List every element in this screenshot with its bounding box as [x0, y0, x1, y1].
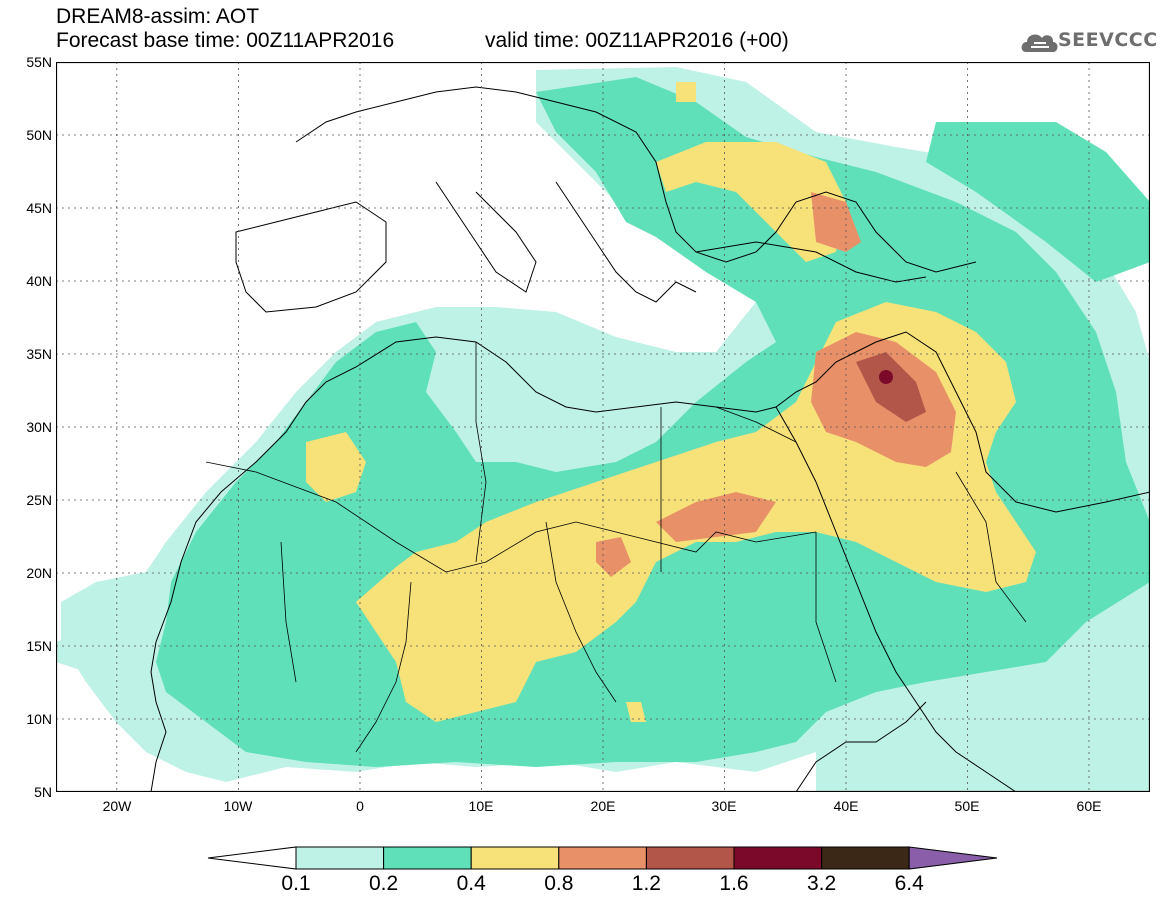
colorbar-swatch — [645, 846, 735, 870]
aot-contour-1.6 — [879, 370, 893, 384]
lon-label: 20W — [102, 798, 132, 814]
aot-contour-1.2 — [856, 352, 926, 422]
colorbar-low-arrow — [207, 846, 297, 870]
coastlines — [150, 86, 1150, 792]
colorbar-label: 3.2 — [806, 872, 837, 895]
grid-lines — [56, 62, 1150, 792]
colorbar-swatch — [383, 846, 472, 870]
lon-label: 40E — [833, 798, 859, 814]
colorbar-swatch — [733, 846, 823, 870]
colorbar-label: 0.1 — [281, 872, 311, 895]
lat-label: 50N — [26, 127, 52, 143]
lat-label: 20N — [26, 565, 52, 581]
cloud-logo-icon — [1021, 34, 1058, 52]
lon-label: 50E — [954, 798, 980, 814]
lat-label: 15N — [26, 638, 52, 654]
lon-label: 30E — [711, 798, 737, 814]
colorbar-swatch — [470, 846, 560, 870]
colorbar-swatch — [295, 846, 385, 870]
aot-map — [56, 62, 1150, 792]
colorbar-label: 1.6 — [719, 872, 749, 895]
lon-label: 0 — [356, 798, 364, 814]
lat-label: 25N — [26, 492, 52, 508]
lon-label: 20E — [590, 798, 616, 814]
lon-label: 10E — [468, 798, 494, 814]
colorbar-label: 6.4 — [894, 872, 924, 895]
colorbar-label: 0.2 — [368, 872, 399, 895]
lat-label: 35N — [26, 346, 52, 362]
lon-label: 60E — [1076, 798, 1102, 814]
colorbar — [207, 846, 998, 870]
colorbar-swatch — [821, 846, 910, 870]
colorbar-label: 1.2 — [631, 872, 661, 895]
lat-label: 55N — [26, 54, 52, 70]
colorbar-label: 0.8 — [544, 872, 574, 895]
colorbar-label: 0.4 — [456, 872, 486, 895]
lat-label: 40N — [26, 273, 52, 289]
map-title: DREAM8-assim: AOT — [56, 5, 260, 28]
forecast-base-time: Forecast base time: 00Z11APR2016 — [56, 29, 395, 52]
lon-label: 10W — [223, 798, 253, 814]
colorbar-high-arrow — [908, 846, 998, 870]
valid-time: valid time: 00Z11APR2016 (+00) — [485, 29, 789, 52]
lat-label: 5N — [34, 784, 52, 800]
colorbar-swatch — [558, 846, 647, 870]
lat-label: 10N — [26, 711, 52, 727]
lat-label: 45N — [26, 200, 52, 216]
lat-label: 30N — [26, 419, 52, 435]
logo-text: SEEVCCC — [1058, 29, 1158, 51]
